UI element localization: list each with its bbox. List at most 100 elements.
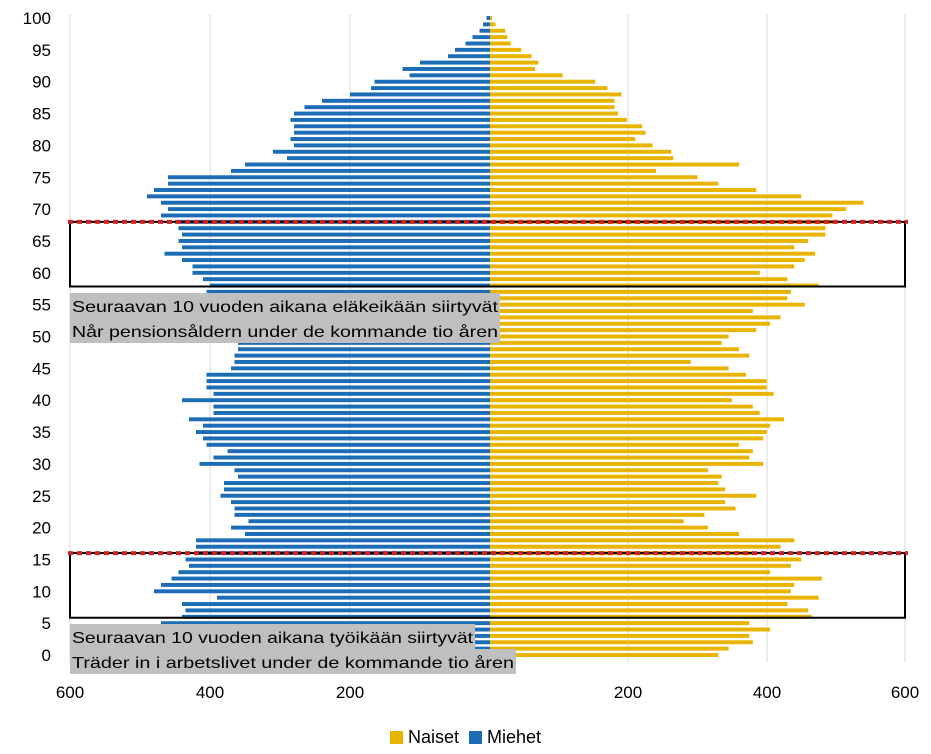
- bar-men-age-41: [213, 391, 490, 396]
- highlight-box-0: [69, 220, 906, 288]
- y-tick-35: 35: [32, 423, 51, 442]
- bar-men-age-66: [182, 232, 490, 237]
- y-tick-70: 70: [32, 200, 51, 219]
- bar-women-age-78: [490, 156, 674, 161]
- bar-men-age-57: [206, 289, 490, 294]
- bar-men-age-19: [245, 531, 490, 536]
- bar-men-age-100: [486, 16, 490, 20]
- bar-women-age-95: [490, 47, 522, 52]
- bar-women-age-24: [490, 500, 726, 505]
- bar-women-age-48: [490, 347, 739, 352]
- bar-men-age-23: [234, 506, 490, 511]
- bar-women-age-81: [490, 137, 636, 142]
- bar-women-age-84: [490, 117, 627, 122]
- y-tick-90: 90: [32, 73, 51, 92]
- bar-men-age-77: [245, 162, 490, 167]
- bar-women-age-56: [490, 296, 788, 301]
- bar-women-age-47: [490, 353, 750, 358]
- bar-women-age-19: [490, 531, 739, 536]
- bar-men-age-37: [189, 417, 490, 422]
- bar-women-age-22: [490, 512, 705, 517]
- bar-women-age-62: [490, 258, 805, 263]
- bar-women-age-0: [490, 653, 719, 657]
- bar-men-age-70: [168, 207, 490, 212]
- bar-men-age-7: [185, 608, 490, 613]
- bar-women-age-73: [490, 188, 757, 192]
- bar-women-age-85: [490, 111, 618, 116]
- bar-women-age-12: [490, 576, 822, 581]
- bar-men-age-71: [161, 200, 490, 205]
- bar-women-age-42: [490, 385, 767, 390]
- bar-men-age-8: [182, 602, 490, 607]
- bar-women-age-23: [490, 506, 736, 511]
- bar-women-age-30: [490, 461, 764, 466]
- y-tick-5: 5: [42, 614, 51, 633]
- bar-women-age-54: [490, 309, 753, 313]
- bar-men-age-62: [182, 258, 490, 263]
- bar-men-age-39: [213, 404, 490, 409]
- bar-women-age-96: [490, 41, 511, 46]
- bar-men-age-5: [161, 621, 490, 626]
- bar-women-age-97: [490, 35, 508, 40]
- bar-men-age-45: [231, 366, 490, 371]
- annotation-bg-fi-0: [70, 293, 500, 318]
- bar-women-age-86: [490, 105, 615, 110]
- bar-men-age-91: [409, 73, 490, 78]
- bar-men-age-87: [322, 98, 490, 103]
- annotation-text-sv-1: Träder in i arbetslivet under de kommand…: [72, 654, 514, 672]
- bar-women-age-63: [490, 251, 816, 256]
- bar-men-age-38: [213, 410, 490, 415]
- annotation-bg-sv-0: [70, 318, 500, 343]
- bar-women-age-53: [490, 315, 781, 320]
- bar-men-age-9: [217, 595, 490, 600]
- bar-women-age-87: [490, 98, 615, 103]
- bar-men-age-18: [196, 538, 490, 543]
- legend-label-women: Naiset: [407, 727, 459, 747]
- x-tick-4: 400: [753, 683, 781, 702]
- bar-men-age-73: [154, 188, 490, 192]
- legend: Naiset Miehet: [0, 727, 931, 748]
- bar-men-age-81: [290, 137, 490, 142]
- bar-women-age-10: [490, 589, 791, 594]
- y-tick-40: 40: [32, 391, 51, 410]
- bar-women-age-3: [490, 633, 750, 638]
- bar-men-age-79: [273, 149, 490, 154]
- highlight-box-1: [69, 552, 906, 619]
- x-tick-2: 200: [336, 683, 364, 702]
- bar-women-age-46: [490, 360, 691, 364]
- bar-men-age-60: [192, 270, 490, 275]
- bar-women-age-51: [490, 328, 757, 333]
- bar-women-age-37: [490, 417, 784, 422]
- bar-women-age-74: [490, 181, 719, 186]
- bar-men-age-20: [231, 525, 490, 530]
- bar-men-age-3: [472, 633, 490, 638]
- y-tick-65: 65: [32, 232, 51, 251]
- bar-women-age-70: [490, 207, 847, 212]
- bar-women-age-90: [490, 79, 596, 84]
- bar-men-age-90: [374, 79, 490, 84]
- bar-women-age-64: [490, 245, 795, 250]
- bar-women-age-4: [490, 627, 771, 632]
- bar-women-age-5: [490, 621, 750, 626]
- y-tick-60: 60: [32, 264, 51, 283]
- annotation-bg-fi-1: [70, 624, 475, 649]
- bar-women-age-55: [490, 302, 805, 307]
- bar-men-age-31: [213, 455, 490, 460]
- bar-men-age-21: [248, 519, 490, 524]
- bar-men-age-35: [196, 430, 490, 435]
- bar-women-age-33: [490, 442, 739, 447]
- bar-men-age-99: [483, 22, 490, 27]
- bar-women-age-49: [490, 340, 722, 345]
- highlight-boxes: [68, 219, 908, 619]
- bar-women-age-17: [490, 544, 781, 549]
- bar-men-age-95: [455, 47, 490, 52]
- bar-men-age-89: [371, 86, 490, 91]
- bar-men-age-65: [178, 238, 490, 243]
- bar-women-age-93: [490, 60, 539, 65]
- bar-women-age-14: [490, 563, 791, 568]
- bar-men-age-27: [224, 481, 490, 485]
- bar-women-age-41: [490, 391, 774, 396]
- bar-men-age-32: [227, 449, 490, 454]
- bar-women-age-26: [490, 487, 726, 492]
- bar-women-age-25: [490, 493, 757, 498]
